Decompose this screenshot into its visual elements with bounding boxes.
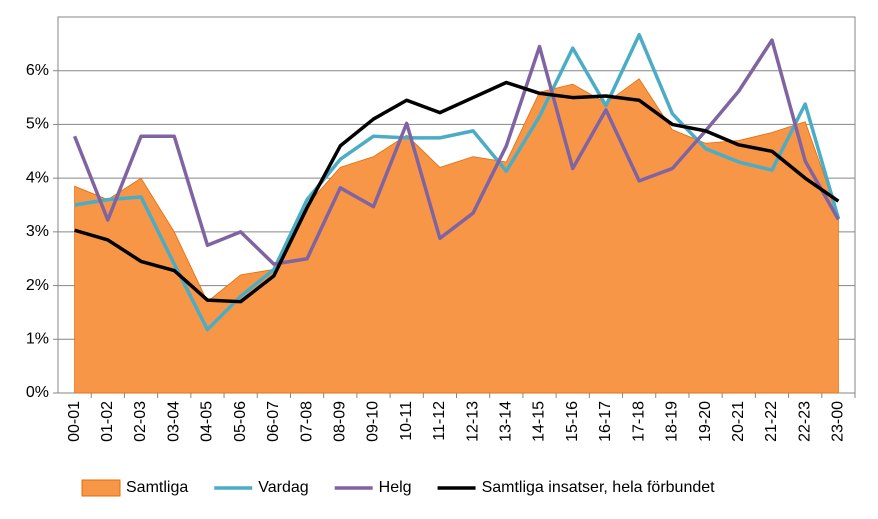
x-tick-label: 01-02	[99, 401, 116, 442]
y-tick-label: 2%	[26, 277, 49, 294]
x-tick-label: 20-21	[730, 401, 747, 442]
x-tick-label: 13-14	[498, 401, 515, 442]
x-tick-label: 11-12	[431, 401, 448, 441]
y-tick-label: 5%	[26, 116, 49, 133]
x-tick-label: 07-08	[298, 401, 315, 442]
x-tick-label: 19-20	[697, 401, 714, 442]
line	[74, 80, 840, 304]
x-tick-label: 06-07	[265, 401, 282, 442]
x-tick-label: 18-19	[664, 401, 681, 442]
x-tick-label: 12-13	[464, 401, 481, 442]
x-tick-label: 00-01	[66, 401, 83, 442]
x-tick-label: 05-06	[232, 401, 249, 442]
y-tick-label: 1%	[26, 331, 49, 348]
legend-label: Samtliga insatser, hela förbundet	[482, 479, 716, 496]
x-tick-label: 09-10	[365, 401, 382, 442]
y-tick-label: 3%	[26, 223, 49, 240]
x-tick-label: 04-05	[199, 401, 216, 442]
line	[74, 32, 841, 332]
x-tick-label: 21-22	[763, 401, 780, 442]
legend-label: Samtliga	[126, 479, 188, 496]
x-tick-label: 02-03	[132, 401, 149, 442]
y-tick-label: 6%	[26, 62, 49, 79]
x-tick-label: 08-09	[331, 401, 348, 442]
legend-swatch	[81, 479, 121, 497]
y-tick-label: 0%	[26, 384, 49, 401]
x-tick-label: 22-23	[796, 401, 813, 442]
x-tick-label: 03-04	[165, 401, 182, 442]
line	[72, 38, 840, 266]
y-tick-label: 4%	[26, 169, 49, 186]
x-tick-label: 14-15	[531, 401, 548, 442]
x-tick-label: 17-18	[630, 401, 647, 442]
legend: Samtliga Vardag Helg Samtliga insatser, hel…	[81, 479, 716, 497]
area	[74, 78, 839, 394]
x-tick-label: 15-16	[564, 401, 581, 442]
legend-label: Vardag	[258, 479, 308, 496]
x-tick-label: 10-11	[398, 401, 415, 441]
x-tick-label: 23-00	[830, 401, 847, 442]
legend-label: Helg	[379, 479, 412, 496]
x-tick-label: 16-17	[597, 401, 614, 442]
